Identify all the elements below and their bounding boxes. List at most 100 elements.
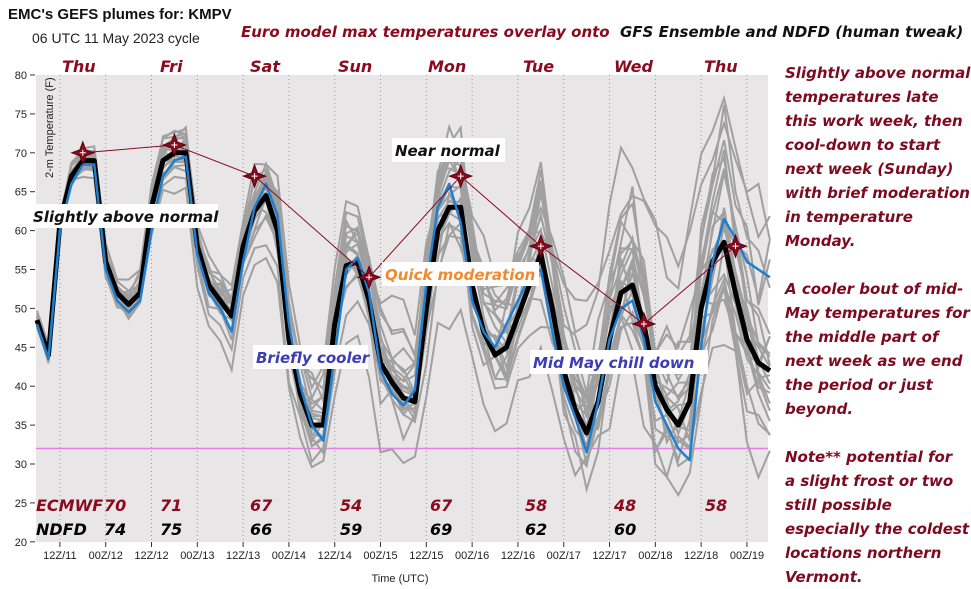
discussion-note-line: next week as we end bbox=[785, 352, 963, 370]
x-tick-label: 00Z/18 bbox=[638, 550, 672, 562]
ensemble-member-line bbox=[36, 132, 771, 394]
discussion-note-line: May temperatures for bbox=[785, 304, 971, 322]
y-tick-label: 70 bbox=[15, 148, 27, 160]
overlay-title-black: GFS Ensemble and NDFD (human tweak) bbox=[620, 23, 963, 41]
discussion-note-line: next week (Sunday) bbox=[785, 160, 953, 178]
x-tick-label: 12Z/13 bbox=[226, 550, 260, 562]
discussion-note-line: this work week, then bbox=[785, 112, 963, 130]
annotation-text: Briefly cooler bbox=[256, 349, 371, 367]
x-tick-label: 00Z/12 bbox=[89, 550, 123, 562]
day-label: Thu bbox=[62, 57, 96, 76]
annotation-briefly-cooler: Briefly cooler bbox=[253, 345, 371, 369]
ndfd-value: 60 bbox=[614, 520, 636, 539]
y-tick-label: 80 bbox=[15, 70, 27, 82]
x-tick-label: 00Z/14 bbox=[272, 550, 306, 562]
x-tick-label: 12Z/12 bbox=[134, 550, 168, 562]
x-tick-label: 12Z/14 bbox=[318, 550, 352, 562]
ndfd-row-label: NDFD bbox=[36, 520, 87, 539]
y-tick-label: 25 bbox=[15, 498, 27, 510]
x-axis-label: Time (UTC) bbox=[371, 573, 428, 585]
y-tick-label: 30 bbox=[15, 459, 27, 471]
ensemble-mean-line bbox=[34, 150, 772, 436]
discussion-note-line: beyond. bbox=[785, 400, 853, 418]
chart-title: EMC's GEFS plumes for: KMPV bbox=[8, 6, 232, 23]
ecmwf-value: 71 bbox=[160, 496, 182, 515]
x-tick-label: 12Z/18 bbox=[684, 550, 718, 562]
discussion-note-line: Monday. bbox=[785, 232, 855, 250]
x-tick-label: 00Z/16 bbox=[455, 550, 489, 562]
discussion-note-line: Note** potential for bbox=[785, 448, 954, 466]
day-label: Sat bbox=[250, 57, 281, 76]
y-tick-label: 40 bbox=[15, 381, 27, 393]
x-tick-label: 00Z/19 bbox=[730, 550, 764, 562]
y-tick-label: 75 bbox=[15, 109, 27, 121]
discussion-note-line: temperatures late bbox=[785, 88, 939, 106]
euro-max-marker bbox=[242, 163, 267, 189]
y-tick-label: 35 bbox=[15, 420, 27, 432]
euro-max-marker bbox=[723, 233, 748, 259]
ecmwf-value: 54 bbox=[340, 496, 362, 515]
discussion-note-line: cool-down to start bbox=[785, 136, 941, 154]
annotation-quick-moderation: Quick moderation bbox=[382, 262, 539, 286]
discussion-note-line: Vermont. bbox=[785, 568, 863, 586]
ecmwf-value: 48 bbox=[613, 496, 636, 515]
day-label: Tue bbox=[523, 57, 554, 76]
ndfd-value: 75 bbox=[160, 520, 182, 539]
x-tick-label: 00Z/15 bbox=[363, 550, 397, 562]
ndfd-value: 66 bbox=[250, 520, 272, 539]
discussion-note-line: the middle part of bbox=[785, 328, 941, 346]
ecmwf-value: 67 bbox=[430, 496, 453, 515]
x-tick-label: 12Z/16 bbox=[501, 550, 535, 562]
day-label: Thu bbox=[704, 57, 738, 76]
day-label: Fri bbox=[160, 57, 183, 76]
ecmwf-value: 58 bbox=[705, 496, 727, 515]
discussion-note-line: with brief moderation bbox=[785, 184, 970, 202]
y-tick-label: 60 bbox=[15, 226, 27, 238]
annotation-text: Quick moderation bbox=[385, 266, 535, 284]
ecmwf-value: 70 bbox=[104, 496, 126, 515]
y-tick-label: 50 bbox=[15, 303, 27, 315]
discussion-note-line: locations northern bbox=[785, 544, 941, 562]
x-tick-label: 00Z/13 bbox=[180, 550, 214, 562]
y-tick-label: 45 bbox=[15, 342, 27, 354]
x-tick-label: 12Z/17 bbox=[592, 550, 626, 562]
x-tick-label: 12Z/11 bbox=[43, 550, 76, 562]
ndfd-value: 59 bbox=[340, 520, 362, 539]
annotation-chill-down: Mid May chill down bbox=[530, 350, 708, 374]
ecmwf-value: 58 bbox=[525, 496, 547, 515]
annotation-slightly-above: Slightly above normal bbox=[30, 204, 219, 228]
discussion-note-line: a slight frost or two bbox=[785, 472, 953, 490]
day-label: Wed bbox=[614, 57, 653, 76]
discussion-note-line: the period or just bbox=[785, 376, 934, 394]
x-tick-label: 12Z/15 bbox=[409, 550, 443, 562]
discussion-note-line: in temperature bbox=[785, 208, 913, 226]
euro-max-marker bbox=[448, 163, 474, 189]
euro-max-marker bbox=[528, 233, 554, 259]
ndfd-value: 62 bbox=[525, 520, 547, 539]
day-label: Mon bbox=[428, 57, 466, 76]
ecmwf-value: 67 bbox=[250, 496, 273, 515]
discussion-note-line: still possible bbox=[785, 496, 892, 514]
euro-max-marker bbox=[161, 132, 187, 158]
discussion-note-line: A cooler bout of mid- bbox=[784, 280, 963, 298]
annotation-text: Mid May chill down bbox=[533, 354, 694, 372]
discussion-note-line: especially the coldest bbox=[785, 520, 970, 538]
y-tick-label: 20 bbox=[15, 537, 27, 549]
y-tick-label: 65 bbox=[15, 187, 27, 199]
euro-max-marker bbox=[356, 264, 382, 290]
y-axis-label: 2-m Temperature (F) bbox=[44, 77, 56, 178]
euro-max-marker bbox=[631, 311, 657, 337]
day-label: Sun bbox=[338, 57, 372, 76]
overlay-title-red: Euro model max temperatures overlay onto bbox=[241, 23, 610, 41]
annotation-text: Slightly above normal bbox=[33, 208, 219, 226]
euro-max-marker bbox=[70, 140, 96, 166]
ndfd-value: 74 bbox=[104, 520, 126, 539]
annotation-text: Near normal bbox=[395, 142, 501, 160]
ecmwf-row-label: ECMWF bbox=[36, 496, 103, 515]
x-tick-label: 00Z/17 bbox=[547, 550, 581, 562]
annotation-near-normal: Near normal bbox=[392, 138, 505, 162]
discussion-note-line: Slightly above normal bbox=[785, 64, 971, 82]
y-tick-label: 55 bbox=[15, 265, 27, 277]
ndfd-value: 69 bbox=[430, 520, 452, 539]
